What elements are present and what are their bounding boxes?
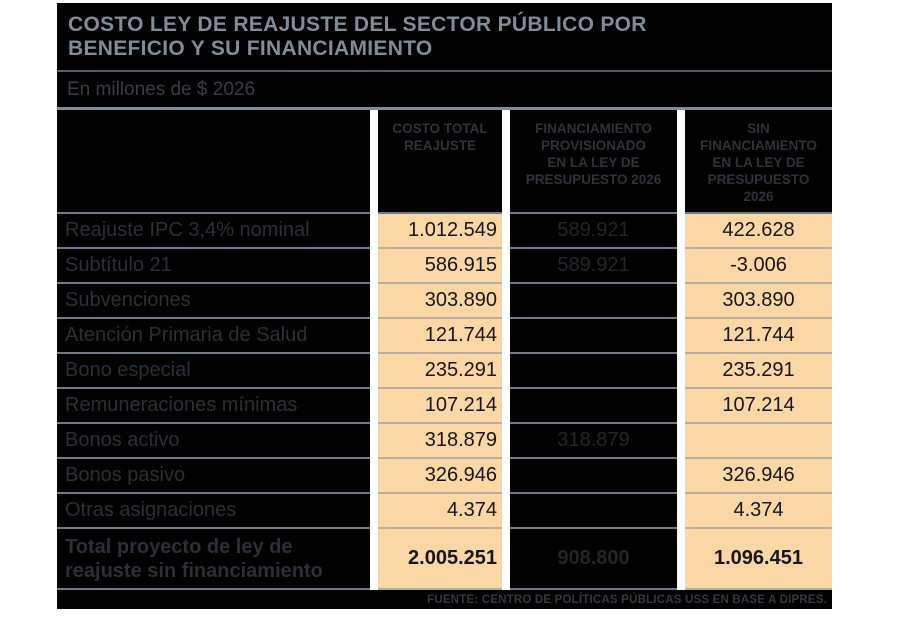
table-row: Atención Primaria de Salud 121.744 121.7… <box>57 319 832 354</box>
title-block: COSTO LEY DE REAJUSTE DEL SECTOR PÚBLICO… <box>57 3 832 70</box>
total-financiamiento: 908.800 <box>510 529 677 590</box>
value-financiamiento <box>510 284 677 319</box>
total-row: Total proyecto de ley de reajuste sin fi… <box>57 529 832 590</box>
value-costo-total: 303.890 <box>378 284 502 319</box>
total-sin-financiamiento: 1.096.451 <box>685 529 832 590</box>
title-divider <box>57 70 832 72</box>
value-financiamiento <box>510 459 677 494</box>
table-row: Subtítulo 21 586.915 589.921 -3.006 <box>57 249 832 284</box>
value-costo-total: 318.879 <box>378 424 502 459</box>
subtitle-block: En millones de $ 2026 <box>57 72 832 107</box>
value-sin-financiamiento: -3.006 <box>685 249 832 284</box>
corner-cell <box>57 110 370 214</box>
column-header-sin-financiamiento: SIN FINANCIAMIENTO EN LA LEY DE PRESUPUE… <box>685 110 832 214</box>
value-financiamiento <box>510 494 677 529</box>
source-bar: FUENTE: CENTRO DE POLÍTICAS PÚBLICAS USS… <box>57 590 832 609</box>
row-label: Subtítulo 21 <box>57 249 370 284</box>
row-label: Bonos pasivo <box>57 459 370 494</box>
value-financiamiento: 589.921 <box>510 249 677 284</box>
value-sin-financiamiento: 107.214 <box>685 389 832 424</box>
value-sin-financiamiento: 326.946 <box>685 459 832 494</box>
value-sin-financiamiento <box>685 424 832 459</box>
row-label: Subvenciones <box>57 284 370 319</box>
value-costo-total: 4.374 <box>378 494 502 529</box>
value-sin-financiamiento: 235.291 <box>685 354 832 389</box>
value-costo-total: 586.915 <box>378 249 502 284</box>
row-label: Remuneraciones mínimas <box>57 389 370 424</box>
value-sin-financiamiento: 121.744 <box>685 319 832 354</box>
value-sin-financiamiento: 4.374 <box>685 494 832 529</box>
value-financiamiento: 589.921 <box>510 214 677 249</box>
row-label: Bonos activo <box>57 424 370 459</box>
value-costo-total: 107.214 <box>378 389 502 424</box>
table-row: Subvenciones 303.890 303.890 <box>57 284 832 319</box>
column-header-financiamiento-provisionado: FINANCIAMIENTO PROVISIONADO EN LA LEY DE… <box>510 110 677 214</box>
table-row: Bonos pasivo 326.946 326.946 <box>57 459 832 494</box>
row-label: Reajuste IPC 3,4% nominal <box>57 214 370 249</box>
table-row: Otras asignaciones 4.374 4.374 <box>57 494 832 529</box>
value-costo-total: 121.744 <box>378 319 502 354</box>
row-label: Bono especial <box>57 354 370 389</box>
total-costo-total: 2.005.251 <box>378 529 502 590</box>
table-row: Bono especial 235.291 235.291 <box>57 354 832 389</box>
value-financiamiento: 318.879 <box>510 424 677 459</box>
total-row-label: Total proyecto de ley de reajuste sin fi… <box>57 529 370 590</box>
value-sin-financiamiento: 422.628 <box>685 214 832 249</box>
table-row: Remuneraciones mínimas 107.214 107.214 <box>57 389 832 424</box>
value-costo-total: 1.012.549 <box>378 214 502 249</box>
value-costo-total: 326.946 <box>378 459 502 494</box>
column-header-costo-total: COSTO TOTAL REAJUSTE <box>378 110 502 214</box>
value-financiamiento <box>510 319 677 354</box>
page-title: COSTO LEY DE REAJUSTE DEL SECTOR PÚBLICO… <box>68 13 647 60</box>
row-label: Otras asignaciones <box>57 494 370 529</box>
value-financiamiento <box>510 389 677 424</box>
value-financiamiento <box>510 354 677 389</box>
infographic-table: COSTO LEY DE REAJUSTE DEL SECTOR PÚBLICO… <box>57 3 832 609</box>
source-note: FUENTE: CENTRO DE POLÍTICAS PÚBLICAS USS… <box>427 593 827 606</box>
value-costo-total: 235.291 <box>378 354 502 389</box>
column-header-row: COSTO TOTAL REAJUSTE FINANCIAMIENTO PROV… <box>57 110 832 214</box>
units-subtitle: En millones de $ 2026 <box>67 78 256 100</box>
table-row: Bonos activo 318.879 318.879 <box>57 424 832 459</box>
value-sin-financiamiento: 303.890 <box>685 284 832 319</box>
row-label: Atención Primaria de Salud <box>57 319 370 354</box>
header-top-divider <box>57 107 832 110</box>
table-row: Reajuste IPC 3,4% nominal 1.012.549 589.… <box>57 214 832 249</box>
